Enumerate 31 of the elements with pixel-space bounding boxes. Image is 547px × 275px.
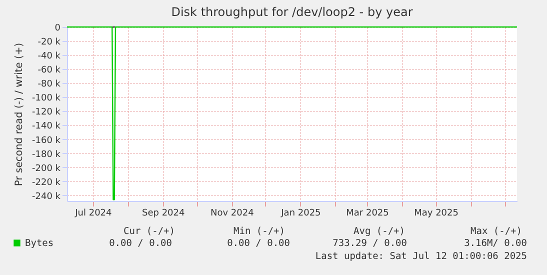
y-tick-label: -60 k xyxy=(38,66,62,76)
y-tick-label: 0 xyxy=(54,24,61,34)
x-tick-label: Mar 2025 xyxy=(346,208,389,218)
y-axis-title: Pr second read (-) / write (+) xyxy=(14,42,25,186)
y-tick-label: -140 k xyxy=(32,122,62,132)
y-tick-label: -100 k xyxy=(32,94,62,104)
y-tick-label: -200 k xyxy=(32,164,62,174)
text: 733.29 / 0.00 xyxy=(332,238,408,249)
y-tick-label: -20 k xyxy=(38,38,62,48)
text: Avg (-/+) xyxy=(354,226,405,237)
y-tick-label: -220 k xyxy=(32,178,62,188)
text: 3.16M/ 0.00 xyxy=(464,238,528,249)
text: Last update: Sat Jul 12 01:00:06 2025 xyxy=(315,251,527,262)
text: Min (-/+) xyxy=(234,226,285,237)
x-tick-label: May 2025 xyxy=(414,208,458,218)
x-tick-label: Sep 2024 xyxy=(142,208,185,218)
y-tick-label: -40 k xyxy=(38,52,62,62)
legend-label: Bytes xyxy=(25,238,54,249)
text: Max (-/+) xyxy=(470,226,522,237)
y-tick-label: -180 k xyxy=(32,150,62,160)
y-tick-label: -240 k xyxy=(32,192,62,202)
x-tick-label: Jan 2025 xyxy=(280,208,321,218)
chart-title: Disk throughput for /dev/loop2 - by year xyxy=(171,5,413,19)
text: 0.00 / 0.00 xyxy=(109,238,172,249)
y-tick-label: -120 k xyxy=(32,108,62,118)
text: 0.00 / 0.00 xyxy=(227,238,290,249)
x-tick-label: Jul 2024 xyxy=(74,208,112,218)
y-tick-label: -80 k xyxy=(38,80,62,90)
y-tick-label: -160 k xyxy=(32,136,62,146)
x-tick-label: Nov 2024 xyxy=(210,208,254,218)
text: Cur (-/+) xyxy=(124,226,175,237)
